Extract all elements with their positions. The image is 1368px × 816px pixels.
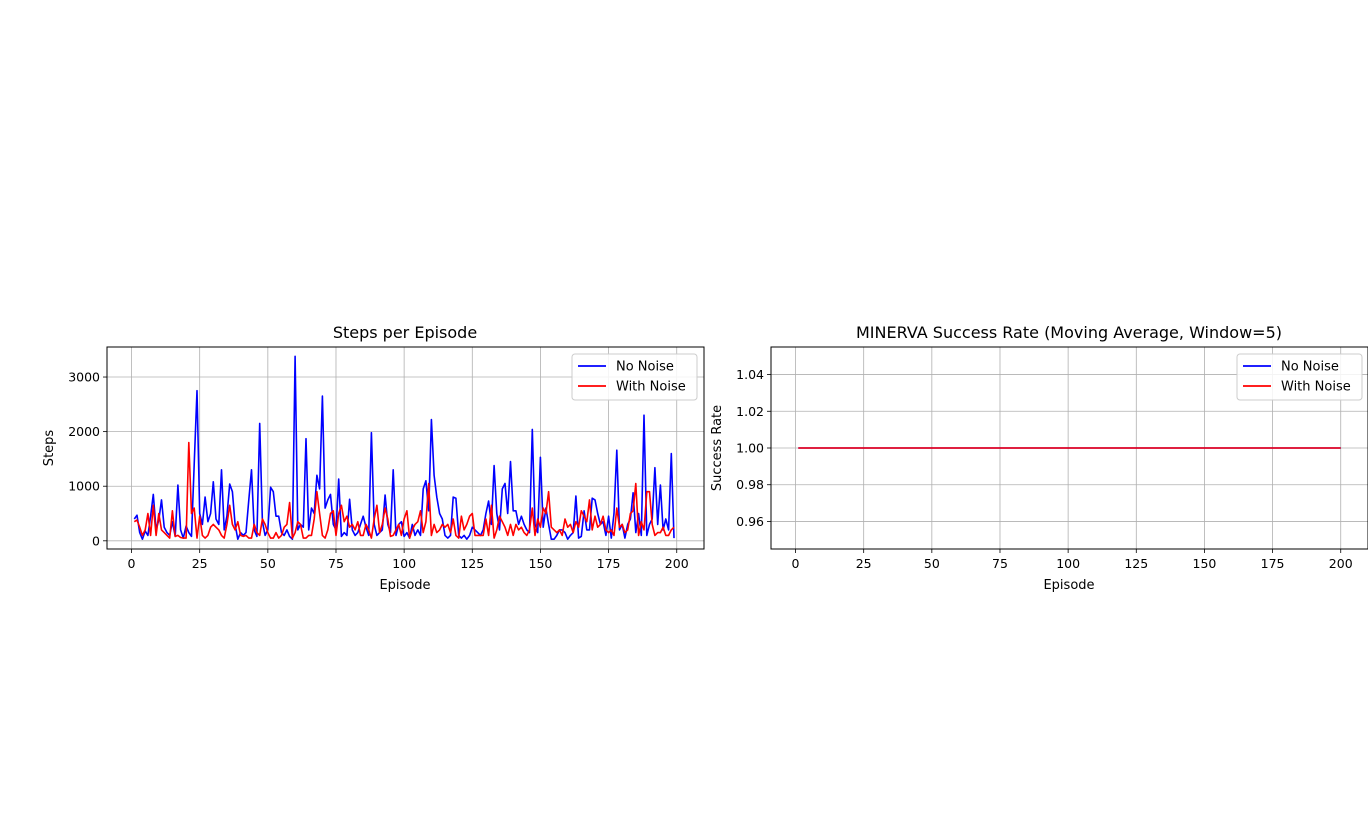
series-line-no-noise: [133, 355, 675, 541]
y-tick-label: 2000: [68, 424, 100, 439]
x-tick-label: 100: [392, 556, 416, 571]
x-tick-label: 25: [856, 556, 872, 571]
y-tick-label: 3000: [68, 370, 100, 385]
x-tick-label: 25: [192, 556, 208, 571]
x-tick-label: 50: [260, 556, 276, 571]
y-tick-label: 1.04: [736, 367, 764, 382]
y-tick-label: 1.00: [736, 441, 764, 456]
x-tick-label: 125: [460, 556, 484, 571]
ticks: 0 25 50 75 100 125 150 175 200 0.96 0.98 1.00 1.02 1.…: [736, 367, 1353, 571]
chart-title: Steps per Episode: [333, 323, 477, 342]
x-tick-label: 75: [328, 556, 344, 571]
x-tick-label: 100: [1056, 556, 1080, 571]
x-tick-label: 0: [128, 556, 136, 571]
legend-label: No Noise: [1281, 360, 1339, 375]
y-tick-label: 1000: [68, 479, 100, 494]
steps-per-episode-chart: Steps per Episode 0 25 50 75 100 125 150 175 200…: [42, 323, 705, 593]
legend: No Noise With Noise: [1236, 353, 1363, 401]
legend-label: With Noise: [616, 380, 686, 395]
series-lines: [133, 355, 675, 541]
x-axis-label: Episode: [1043, 578, 1094, 593]
x-tick-label: 150: [529, 556, 553, 571]
x-tick-label: 125: [1124, 556, 1148, 571]
y-tick-label: 1.02: [736, 404, 764, 419]
legend-label: With Noise: [1281, 380, 1351, 395]
x-tick-label: 175: [1261, 556, 1285, 571]
x-tick-label: 150: [1193, 556, 1217, 571]
x-tick-label: 200: [665, 556, 689, 571]
x-tick-label: 175: [597, 556, 621, 571]
x-tick-label: 75: [992, 556, 1008, 571]
series-line-with-noise: [133, 441, 675, 539]
x-axis-label: Episode: [379, 578, 430, 593]
y-tick-label: 0.98: [736, 477, 764, 492]
legend: No Noise With Noise: [571, 353, 698, 401]
y-tick-label: 0: [92, 533, 100, 548]
x-tick-label: 50: [924, 556, 940, 571]
x-tick-label: 200: [1329, 556, 1353, 571]
y-tick-label: 0.96: [736, 514, 764, 529]
success-rate-chart: MINERVA Success Rate (Moving Average, Wi…: [710, 323, 1368, 593]
legend-label: No Noise: [616, 360, 674, 375]
chart-title: MINERVA Success Rate (Moving Average, Wi…: [856, 323, 1282, 342]
y-axis-label: Steps: [42, 430, 57, 467]
x-tick-label: 0: [792, 556, 800, 571]
y-axis-label: Success Rate: [710, 405, 725, 491]
plot-frame: [106, 346, 705, 550]
